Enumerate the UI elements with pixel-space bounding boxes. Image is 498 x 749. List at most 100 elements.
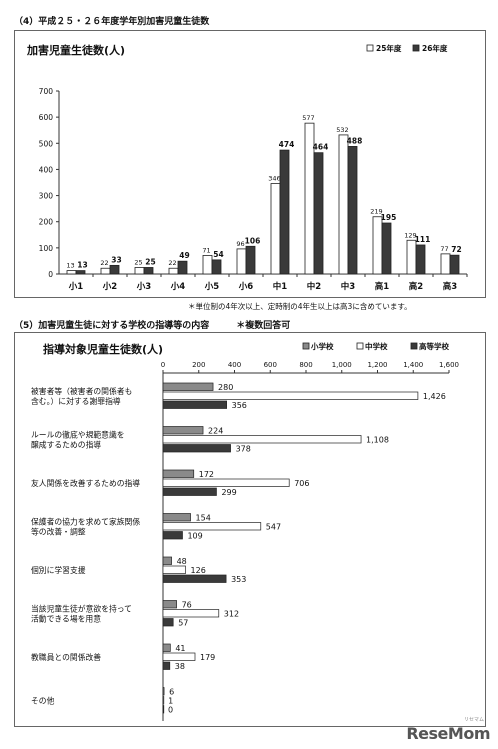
chart2-legend-label: 高等学校: [419, 341, 449, 351]
chart2-x-tick-label: 1,000: [332, 361, 352, 369]
chart2-category-label: 友人関係を改善するための指導: [31, 478, 140, 488]
chart1-legend-label: 26年度: [422, 43, 448, 53]
chart1-data-label: 25: [134, 258, 142, 266]
chart2-x-tick-label: 0: [161, 361, 165, 369]
chart1-bar-fy2014: [449, 254, 460, 275]
chart2-data-label: 1,426: [423, 392, 446, 401]
chart2-data-label: 57: [178, 619, 188, 628]
chart1-data-label: 71: [202, 246, 210, 254]
chart2-bar-junior-high: [162, 652, 196, 661]
chart2-bar-high-school: [162, 618, 174, 627]
chart2-data-label: 172: [199, 470, 214, 479]
chart2-bar-elementary: [162, 513, 191, 522]
chart1-y-tick-label: 500: [39, 139, 54, 148]
chart1-bar-fy2013: [100, 267, 111, 275]
chart1-legend-swatch: [366, 44, 374, 52]
chart1-bar-fy2014: [245, 245, 256, 275]
chart1-data-label: 474: [279, 140, 295, 149]
chart2-bar-high-school: [162, 444, 231, 453]
chart1-x-tick-label: 小5: [204, 281, 220, 292]
chart2-bar-junior-high: [162, 435, 362, 444]
chart1-x-tick-label: 中2: [307, 281, 322, 292]
chart1-bar-fy2014: [211, 259, 222, 275]
chart1-data-label: 22: [168, 259, 176, 267]
chart2-data-label: 48: [177, 557, 187, 566]
chart1-bar-fy2013: [440, 253, 451, 275]
chart2-bar-junior-high: [162, 565, 186, 574]
chart2-x-tick-label: 400: [228, 361, 241, 369]
chart1-data-label: 49: [179, 251, 189, 260]
chart1-data-label: 577: [302, 114, 314, 122]
section5-heading: （5）加害児童生徒に対する学校の指導等の内容 ＊複数回答可: [14, 321, 291, 331]
chart1-y-tick-label: 400: [39, 165, 54, 174]
chart2-bar-high-school: [162, 661, 171, 670]
chart2-data-label: 547: [266, 523, 281, 532]
chart1-bar-fy2014: [415, 244, 426, 275]
chart2-data-label: 280: [218, 383, 233, 392]
chart2-legend-swatch: [410, 342, 418, 350]
chart1-x-tick-label: 高3: [443, 281, 458, 292]
chart2-bar-junior-high: [162, 391, 419, 400]
chart1-x-tick-label: 小2: [102, 281, 118, 292]
chart1-bar-fy2014: [381, 222, 392, 275]
chart2-data-label: 6: [169, 688, 174, 697]
chart1-bar-fy2014: [347, 146, 358, 275]
chart2-data-label: 0: [168, 706, 173, 715]
chart1-x-tick-label: 小3: [136, 281, 152, 292]
chart2-bar-high-school: [162, 531, 183, 540]
chart1-x-tick-label: 高1: [375, 281, 390, 292]
chart2-plot: 0 200 400 600 800 1,000 1,200 1,400 1,600 280 1,42…: [31, 341, 459, 721]
chart2-data-label: 76: [182, 601, 192, 610]
chart2-category-label: 活動できる場を用意: [31, 613, 101, 623]
chart1-data-label: 532: [336, 126, 348, 134]
chart1-data-label: 72: [451, 245, 461, 254]
chart1-data-label: 346: [268, 175, 280, 183]
chart1-data-label: 488: [347, 136, 363, 145]
chart1-bar-fy2014: [177, 260, 188, 275]
chart1-bar-fy2013: [66, 270, 77, 275]
chart2-legend-swatch: [356, 342, 364, 350]
chart2-data-label: 378: [236, 445, 251, 454]
chart2-bar-junior-high: [162, 696, 165, 705]
chart1-bar-fy2013: [202, 255, 213, 275]
chart2-data-label: 1,108: [366, 436, 389, 445]
chart1-bar-fy2013: [236, 248, 247, 275]
chart2-data-label: 356: [232, 401, 247, 410]
chart1-frame: 加害児童生徒数(人) 0 100 200 300 400 500 600 700 小1 13 13 小…: [14, 30, 486, 298]
chart2-data-label: 38: [175, 662, 185, 671]
chart2-legend-swatch: [302, 342, 310, 350]
chart1-y-tick-label: 0: [48, 270, 53, 279]
chart2-bar-elementary: [162, 382, 214, 391]
logo-subtitle: リセマム: [463, 717, 484, 723]
chart2-x-tick-label: 1,600: [439, 361, 459, 369]
chart2-frame: 指導対象児童生徒数(人) 0 200 400 600 800 1,000 1,200 1,40…: [14, 332, 486, 727]
chart1-data-label: 77: [440, 245, 448, 253]
chart2-data-label: 126: [191, 566, 206, 575]
chart1-x-tick-label: 小6: [238, 281, 254, 292]
chart1-data-label: 96: [236, 240, 244, 248]
chart1-y-tick-label: 600: [39, 113, 54, 122]
chart2-data-label: 1: [168, 697, 173, 706]
chart1-y-tick-label: 200: [39, 218, 54, 227]
chart2-category-label: 当該児童生徒が意欲を持って: [31, 603, 132, 613]
chart2-x-tick-label: 800: [299, 361, 312, 369]
chart1-bar-fy2014: [279, 149, 290, 275]
chart2-bar-junior-high: [162, 522, 262, 531]
chart2-bar-elementary: [162, 556, 172, 565]
chart2-category-label: 保護者の協力を求めて家族関係: [31, 516, 140, 526]
chart1-bar-fy2014: [313, 152, 324, 275]
chart1-data-label: 195: [381, 213, 397, 222]
chart1-bar-fy2014: [143, 267, 154, 275]
chart1-x-tick-label: 中3: [341, 281, 356, 292]
chart1-x-tick-label: 小4: [170, 281, 186, 292]
chart1-data-label: 464: [313, 143, 329, 152]
chart1-bar-fy2014: [75, 270, 86, 275]
chart1-x-tick-label: 高2: [409, 281, 424, 292]
chart2-legend-label: 小学校: [311, 341, 334, 351]
chart2-data-label: 154: [196, 514, 211, 523]
chart1-legend-swatch: [412, 44, 420, 52]
chart1-bar-fy2013: [372, 216, 383, 275]
chart1-x-tick-label: 中1: [273, 281, 288, 292]
chart2-bar-elementary: [162, 687, 165, 696]
